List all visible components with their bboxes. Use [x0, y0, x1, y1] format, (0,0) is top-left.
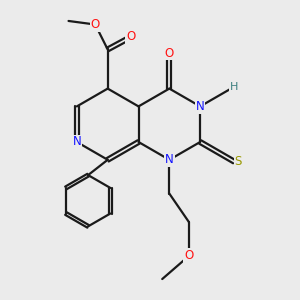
Text: O: O: [165, 46, 174, 59]
Text: O: O: [126, 31, 136, 44]
Text: O: O: [184, 249, 194, 262]
Text: N: N: [165, 153, 174, 166]
Text: H: H: [230, 82, 238, 92]
Text: S: S: [235, 155, 242, 168]
Text: O: O: [91, 18, 100, 31]
Text: N: N: [196, 100, 205, 113]
Text: N: N: [73, 136, 81, 148]
